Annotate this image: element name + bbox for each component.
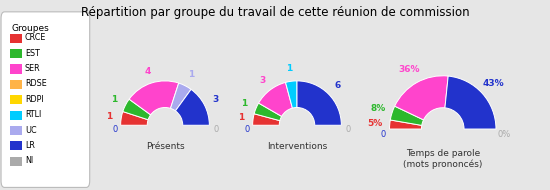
Bar <box>9 126 21 135</box>
Text: 36%: 36% <box>399 65 420 74</box>
Text: Interventions: Interventions <box>267 142 327 151</box>
Text: NI: NI <box>25 156 33 165</box>
Text: 1: 1 <box>188 70 194 79</box>
Text: 1: 1 <box>106 112 112 121</box>
FancyBboxPatch shape <box>1 12 90 187</box>
Wedge shape <box>254 103 282 121</box>
Bar <box>9 49 21 58</box>
Wedge shape <box>285 81 297 108</box>
Text: 5%: 5% <box>367 119 382 128</box>
Wedge shape <box>258 82 293 116</box>
Text: RTLI: RTLI <box>25 110 41 119</box>
Text: 3: 3 <box>259 76 266 85</box>
Bar <box>9 95 21 104</box>
Wedge shape <box>297 81 342 125</box>
Bar <box>9 111 21 120</box>
Text: EST: EST <box>25 49 40 58</box>
Wedge shape <box>129 81 179 115</box>
Text: 6: 6 <box>334 81 340 90</box>
Bar <box>9 64 21 74</box>
Text: 0: 0 <box>245 125 250 134</box>
Text: 0: 0 <box>113 125 118 134</box>
Text: Groupes: Groupes <box>11 24 49 32</box>
Wedge shape <box>123 99 151 120</box>
Text: 0%: 0% <box>497 130 510 139</box>
Text: 1: 1 <box>238 113 244 122</box>
Bar <box>9 34 21 43</box>
Text: 4: 4 <box>144 67 151 76</box>
Wedge shape <box>445 76 496 129</box>
Text: CRCE: CRCE <box>25 33 46 42</box>
Bar <box>9 80 21 89</box>
Wedge shape <box>252 114 280 125</box>
Text: 43%: 43% <box>482 79 504 88</box>
Text: Répartition par groupe du travail de cette réunion de commission: Répartition par groupe du travail de cet… <box>81 6 469 19</box>
Wedge shape <box>389 120 422 129</box>
Wedge shape <box>170 83 191 111</box>
Text: 3: 3 <box>212 95 219 104</box>
Bar <box>9 157 21 166</box>
Bar <box>9 141 21 150</box>
Text: LR: LR <box>25 141 35 150</box>
Text: 8%: 8% <box>370 104 386 113</box>
Text: Temps de parole
(mots prononcés): Temps de parole (mots prononcés) <box>403 149 482 169</box>
Wedge shape <box>120 112 148 125</box>
Text: 0: 0 <box>213 125 219 134</box>
Wedge shape <box>390 106 424 125</box>
Text: RDPI: RDPI <box>25 95 43 104</box>
Wedge shape <box>175 89 210 125</box>
Text: RDSE: RDSE <box>25 79 47 88</box>
Text: SER: SER <box>25 64 41 73</box>
Text: UC: UC <box>25 126 36 135</box>
Text: 1: 1 <box>287 64 293 74</box>
Wedge shape <box>395 76 448 120</box>
Text: 1: 1 <box>111 95 118 104</box>
Text: Présents: Présents <box>146 142 184 151</box>
Text: 0: 0 <box>345 125 351 134</box>
Text: 0: 0 <box>381 130 386 139</box>
Text: 1: 1 <box>241 99 248 108</box>
